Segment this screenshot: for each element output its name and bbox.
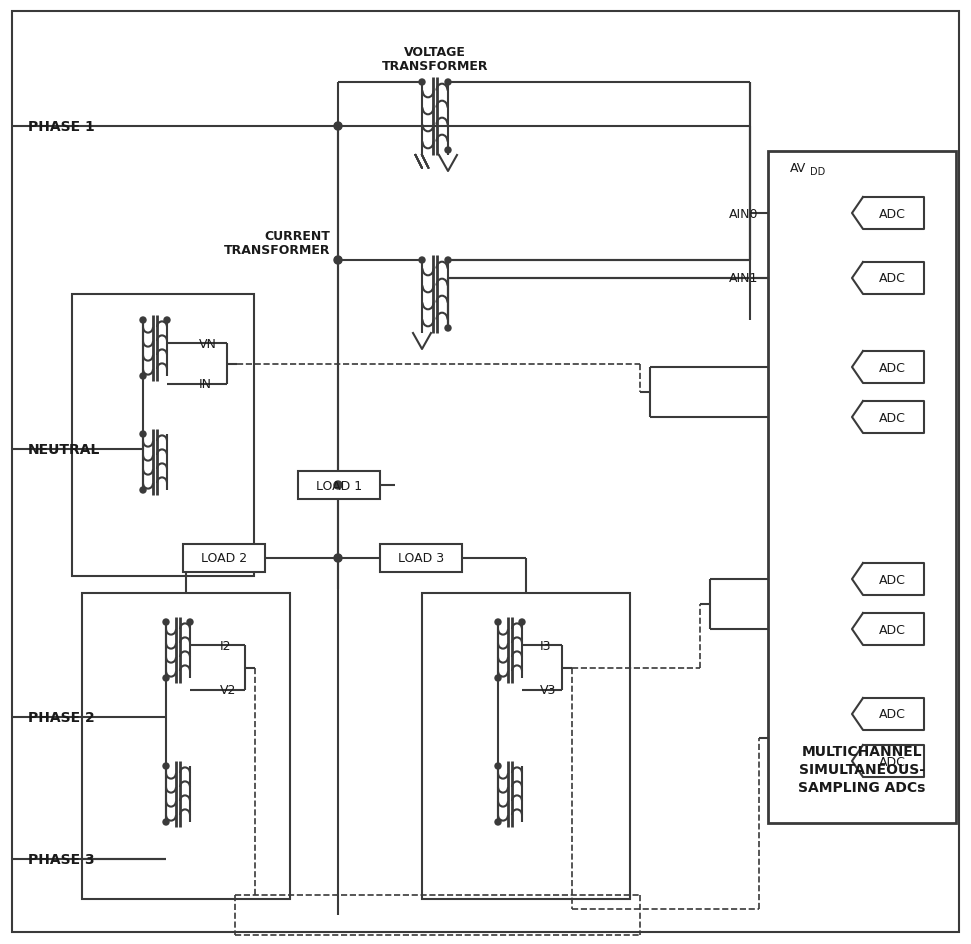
Text: AIN0: AIN0 <box>728 208 758 220</box>
Text: LOAD 1: LOAD 1 <box>316 479 362 492</box>
Circle shape <box>334 257 342 264</box>
Polygon shape <box>852 351 924 383</box>
Polygon shape <box>852 198 924 229</box>
Circle shape <box>419 258 425 263</box>
Circle shape <box>519 619 525 625</box>
Polygon shape <box>852 614 924 646</box>
Text: TRANSFORMER: TRANSFORMER <box>223 244 330 257</box>
Text: NEUTRAL: NEUTRAL <box>28 443 100 457</box>
Text: ADC: ADC <box>879 573 905 586</box>
Bar <box>72 295 254 577</box>
Polygon shape <box>852 401 924 433</box>
Circle shape <box>140 487 146 494</box>
Circle shape <box>495 619 501 625</box>
Bar <box>380 545 462 572</box>
Circle shape <box>140 374 146 379</box>
Text: I3: I3 <box>540 639 552 651</box>
Text: PHASE 3: PHASE 3 <box>28 852 94 866</box>
Text: LOAD 3: LOAD 3 <box>398 552 444 565</box>
Circle shape <box>164 318 170 324</box>
Text: ADC: ADC <box>879 362 905 374</box>
Circle shape <box>445 258 451 263</box>
Text: SIMULTANEOUS-: SIMULTANEOUS- <box>799 762 925 776</box>
Circle shape <box>495 819 501 825</box>
Text: IN: IN <box>199 379 212 391</box>
Text: V3: V3 <box>540 683 556 697</box>
Text: ADC: ADC <box>879 208 905 220</box>
Circle shape <box>495 763 501 769</box>
Text: AV: AV <box>790 161 806 175</box>
Text: ADC: ADC <box>879 411 905 424</box>
Circle shape <box>140 431 146 437</box>
Circle shape <box>187 619 193 625</box>
Circle shape <box>445 148 451 154</box>
Circle shape <box>334 481 342 490</box>
Circle shape <box>163 619 169 625</box>
Text: ADC: ADC <box>879 754 905 767</box>
Text: LOAD 2: LOAD 2 <box>201 552 247 565</box>
Circle shape <box>334 554 342 563</box>
Circle shape <box>163 819 169 825</box>
Circle shape <box>445 326 451 331</box>
Text: CURRENT: CURRENT <box>264 229 330 243</box>
Text: TRANSFORMER: TRANSFORMER <box>382 60 488 74</box>
Polygon shape <box>852 699 924 731</box>
Text: V2: V2 <box>220 683 236 697</box>
Circle shape <box>419 80 425 86</box>
Bar <box>422 594 630 899</box>
Polygon shape <box>852 564 924 596</box>
Text: I2: I2 <box>220 639 231 651</box>
Text: VN: VN <box>199 337 217 350</box>
Polygon shape <box>852 262 924 295</box>
Circle shape <box>140 318 146 324</box>
Text: ADC: ADC <box>879 708 905 720</box>
Circle shape <box>445 80 451 86</box>
Polygon shape <box>852 745 924 777</box>
Text: ADC: ADC <box>879 272 905 285</box>
Circle shape <box>163 763 169 769</box>
Text: PHASE 1: PHASE 1 <box>28 120 95 134</box>
Text: PHASE 2: PHASE 2 <box>28 710 95 724</box>
Text: VOLTAGE: VOLTAGE <box>404 45 466 59</box>
Text: MULTICHANNEL: MULTICHANNEL <box>802 744 922 758</box>
Text: AIN1: AIN1 <box>728 272 758 285</box>
Text: DD: DD <box>810 167 825 177</box>
Text: ADC: ADC <box>879 623 905 636</box>
Bar <box>298 471 380 499</box>
Circle shape <box>334 123 342 131</box>
Bar <box>82 594 290 899</box>
Circle shape <box>495 675 501 682</box>
Bar <box>183 545 265 572</box>
Bar <box>768 152 956 823</box>
Circle shape <box>163 675 169 682</box>
Text: SAMPLING ADCs: SAMPLING ADCs <box>798 780 925 794</box>
